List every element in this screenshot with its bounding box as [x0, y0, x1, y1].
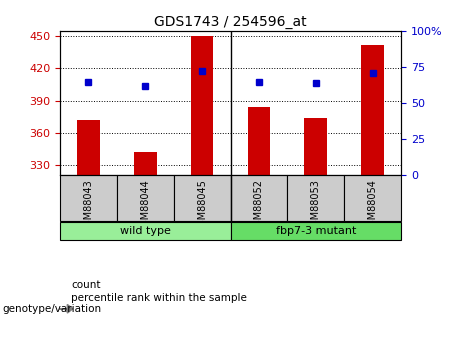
- Title: GDS1743 / 254596_at: GDS1743 / 254596_at: [154, 14, 307, 29]
- Bar: [60, 222, 230, 240]
- Text: count: count: [71, 280, 101, 289]
- Bar: [361, 45, 384, 176]
- Text: GSM88052: GSM88052: [254, 179, 264, 232]
- Text: GSM88044: GSM88044: [140, 179, 150, 232]
- Text: GSM88053: GSM88053: [311, 179, 321, 232]
- Bar: [230, 222, 401, 240]
- Text: GSM88043: GSM88043: [83, 179, 94, 232]
- Bar: [230, 176, 287, 221]
- Bar: [77, 120, 100, 176]
- Bar: [191, 37, 213, 176]
- Bar: [60, 176, 117, 221]
- Bar: [344, 176, 401, 221]
- Bar: [248, 107, 270, 176]
- Text: GSM88054: GSM88054: [367, 179, 378, 232]
- Text: percentile rank within the sample: percentile rank within the sample: [71, 294, 248, 303]
- Bar: [287, 176, 344, 221]
- Text: GSM88045: GSM88045: [197, 179, 207, 232]
- Text: genotype/variation: genotype/variation: [2, 304, 101, 314]
- Bar: [304, 118, 327, 176]
- Bar: [134, 152, 157, 176]
- Bar: [174, 176, 230, 221]
- Bar: [117, 176, 174, 221]
- Text: fbp7-3 mutant: fbp7-3 mutant: [276, 226, 356, 236]
- Text: wild type: wild type: [120, 226, 171, 236]
